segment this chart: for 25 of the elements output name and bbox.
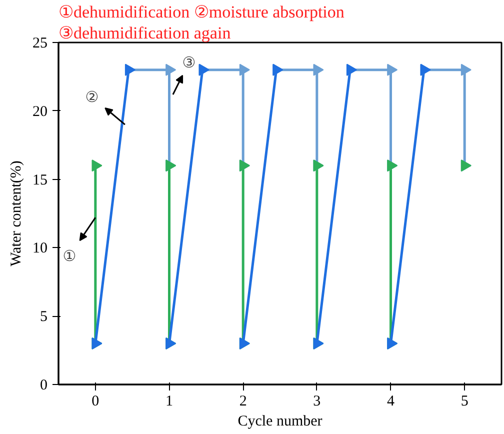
annotation: ② (85, 88, 99, 106)
annotation: ③dehumidification again (58, 24, 232, 42)
point (387, 64, 398, 76)
y-tick-label: 25 (32, 36, 48, 52)
y-tick-label: 20 (32, 104, 48, 120)
point (166, 64, 176, 76)
x-tick-label: 1 (166, 394, 173, 410)
point (460, 64, 472, 76)
y-axis-title: Water content(%) (8, 160, 24, 266)
point (313, 64, 324, 76)
y-tick-label: 0 (40, 378, 48, 394)
x-tick-label: 3 (313, 394, 321, 410)
x-tick-label: 2 (239, 394, 247, 410)
x-tick-label: 4 (387, 394, 395, 410)
annotation: ③ (182, 54, 196, 72)
point (239, 64, 250, 76)
x-axis-title: Cycle number (238, 414, 322, 430)
y-tick-label: 15 (32, 172, 48, 188)
x-tick-label: 5 (460, 394, 468, 410)
text: ①dehumidification ②moisture absorption (58, 2, 345, 22)
y-tick-label: 5 (40, 309, 48, 326)
point (92, 160, 102, 172)
y-tick-label: 10 (32, 240, 48, 257)
annotation: ① (62, 246, 76, 265)
x-tick-label: 0 (92, 394, 100, 410)
